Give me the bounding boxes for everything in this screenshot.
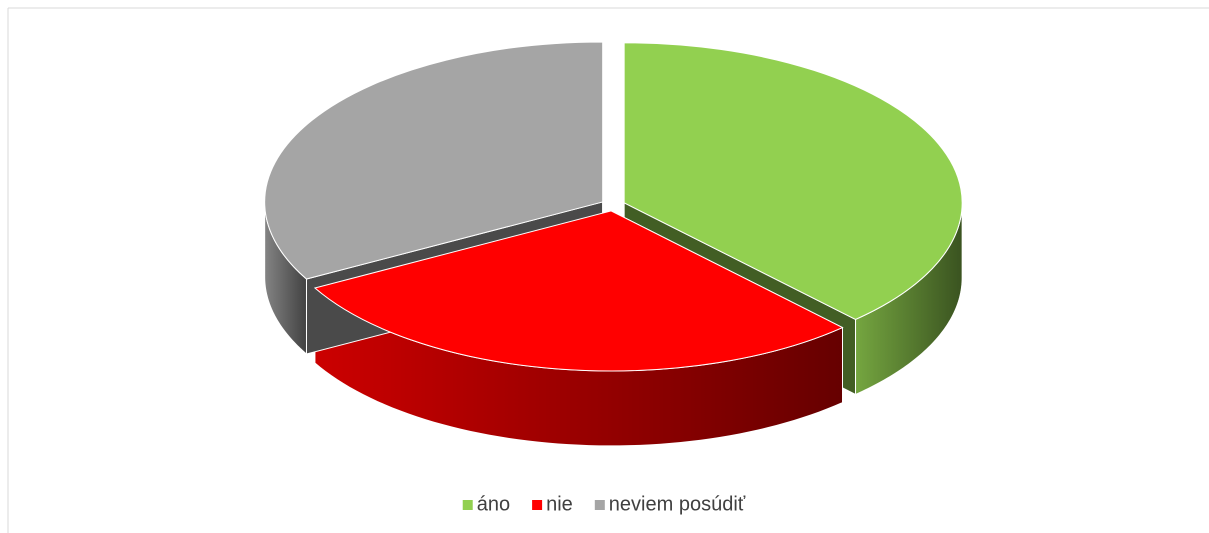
slice — [264, 41, 604, 280]
legend-label: nie — [546, 493, 573, 515]
legend-swatch — [462, 500, 473, 510]
slice — [313, 210, 844, 372]
legend-label: neviem posúdiť — [609, 493, 746, 515]
legend-swatch — [594, 500, 605, 510]
slice — [623, 42, 963, 320]
legend-swatch — [532, 500, 543, 510]
legend-label: áno — [477, 493, 510, 515]
